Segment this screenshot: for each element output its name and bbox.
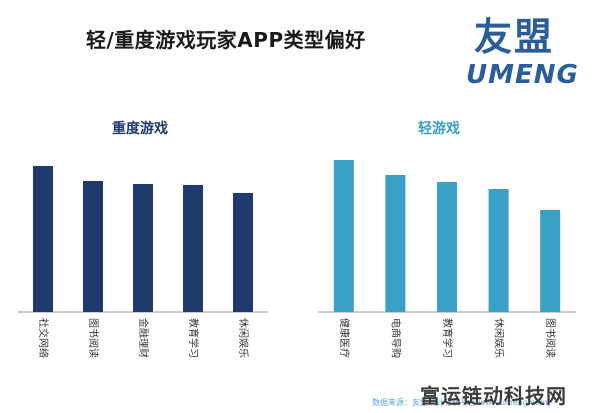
bar <box>385 175 406 312</box>
x-tick-label: 图书阅读 <box>87 318 100 358</box>
x-tick-label: 电商导购 <box>389 318 402 358</box>
logo-text-en: UMENG <box>466 60 579 90</box>
watermark-text: 富运链动科技网 <box>420 384 567 408</box>
x-tick-label: 健康医疗 <box>338 318 351 358</box>
data-source-note: 数据来源：友盟统计分析平台 www.umeng.com <box>372 398 548 407</box>
bar <box>437 182 457 312</box>
bar <box>133 184 153 312</box>
bar <box>540 210 561 312</box>
heavy-game-chart-title: 重度游戏 <box>112 121 168 137</box>
x-tick-label: 教育学习 <box>187 318 200 358</box>
x-tick-label: 休闲娱乐 <box>237 318 250 358</box>
bar <box>333 160 354 312</box>
bar <box>83 181 103 312</box>
page-title: 轻/重度游戏玩家APP类型偏好 <box>86 28 366 52</box>
bar <box>33 166 53 312</box>
x-tick-label: 图书阅读 <box>544 318 557 358</box>
x-tick-label: 教育学习 <box>441 318 454 358</box>
umeng-logo: 友盟 UMENG <box>462 6 588 94</box>
logo-text-cn: 友盟 <box>474 15 555 59</box>
bar <box>183 185 203 312</box>
bar <box>488 189 509 312</box>
x-tick-label: 休闲娱乐 <box>493 318 506 358</box>
bar <box>233 193 253 312</box>
x-tick-label: 社交网络 <box>37 318 50 358</box>
light-game-chart-title: 轻游戏 <box>418 121 460 137</box>
x-tick-label: 金融理财 <box>137 318 150 358</box>
